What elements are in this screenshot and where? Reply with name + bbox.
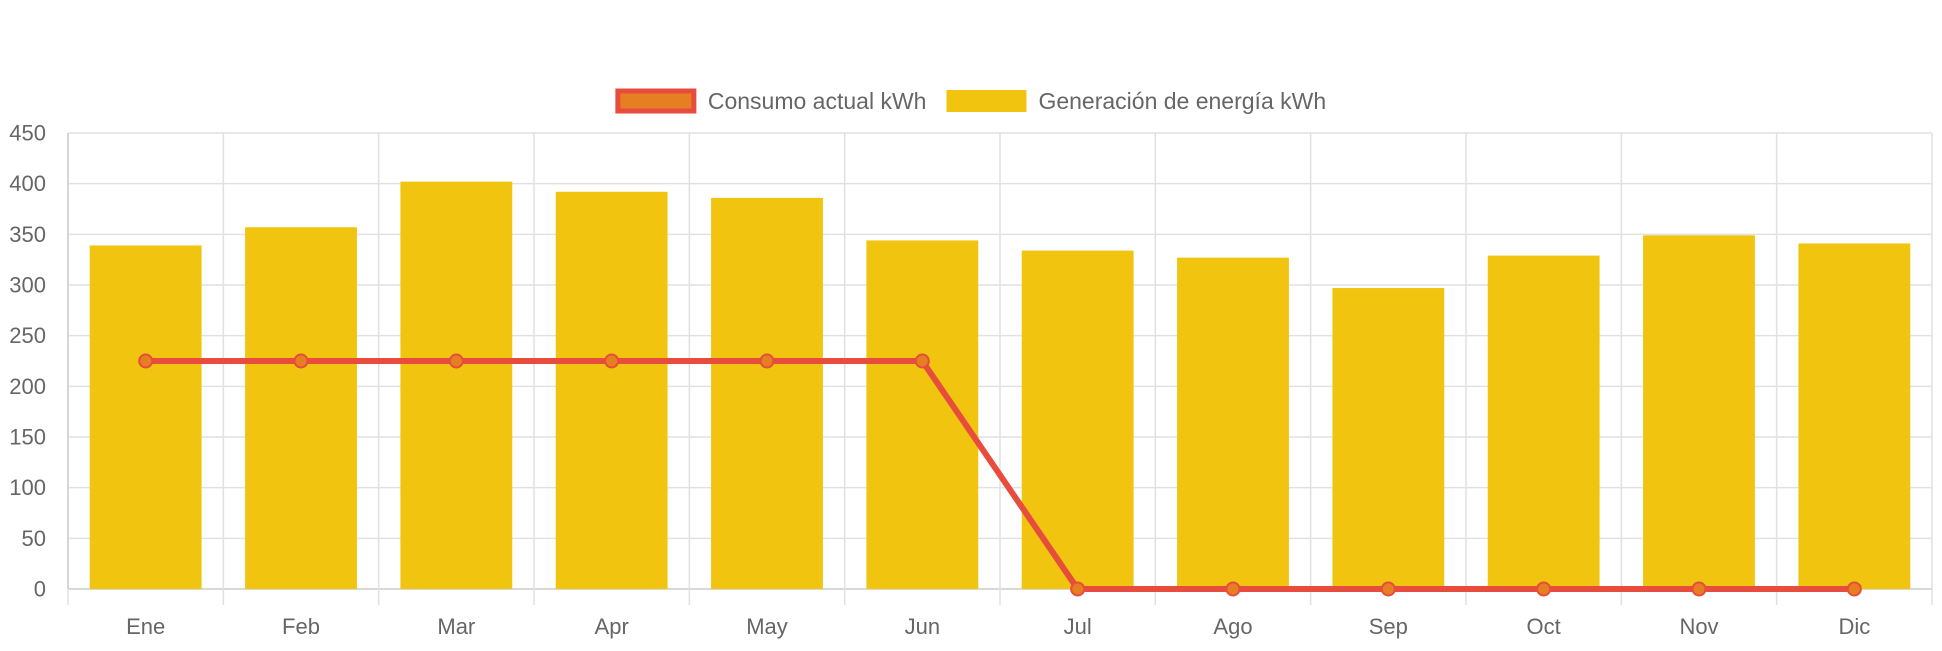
consumption-point-jun[interactable] bbox=[914, 353, 930, 369]
consumption-point-nov[interactable] bbox=[1691, 581, 1707, 597]
bar-ene[interactable] bbox=[89, 245, 202, 590]
y-tick-label: 450 bbox=[9, 121, 46, 146]
consumption-point-oct[interactable] bbox=[1536, 581, 1552, 597]
x-tick-label: Sep bbox=[1369, 614, 1408, 639]
legend-label: Consumo actual kWh bbox=[708, 88, 927, 114]
y-tick-label: 100 bbox=[9, 475, 46, 500]
consumption-point-sep[interactable] bbox=[1380, 581, 1396, 597]
x-tick-label: Feb bbox=[282, 614, 320, 639]
line-series bbox=[138, 353, 1862, 597]
y-tick-label: 150 bbox=[9, 425, 46, 450]
bar-may[interactable] bbox=[711, 197, 823, 589]
legend-item-consumo[interactable]: Consumo actual kWh bbox=[615, 88, 927, 114]
x-tick-label: Oct bbox=[1527, 614, 1561, 639]
y-tick-label: 50 bbox=[22, 526, 46, 551]
consumption-line bbox=[145, 358, 1855, 592]
x-tick-label: Mar bbox=[437, 614, 475, 639]
bar-apr[interactable] bbox=[555, 191, 668, 590]
y-tick-label: 400 bbox=[9, 171, 46, 196]
y-tick-label: 350 bbox=[9, 222, 46, 247]
x-tick-label: Apr bbox=[595, 614, 629, 639]
legend-swatch bbox=[946, 90, 1027, 112]
bar-jul[interactable] bbox=[1021, 250, 1134, 589]
bar-dic[interactable] bbox=[1798, 243, 1911, 589]
legend-swatch bbox=[615, 88, 697, 114]
y-tick-label: 200 bbox=[9, 374, 46, 399]
legend-label: Generación de energía kWh bbox=[1038, 88, 1326, 114]
bar-series bbox=[89, 181, 1911, 590]
consumption-point-feb[interactable] bbox=[293, 353, 309, 369]
legend[interactable]: Consumo actual kWh Generación de energía … bbox=[615, 88, 1326, 114]
y-tick-label: 300 bbox=[9, 273, 46, 298]
consumption-point-ago[interactable] bbox=[1225, 581, 1241, 597]
axes: 0 50 100 150 200 250 300 350 400 450 Ene Feb Mar Apr M… bbox=[9, 121, 1870, 640]
consumption-point-may[interactable] bbox=[759, 353, 775, 369]
consumption-point-mar[interactable] bbox=[448, 353, 464, 369]
bar-oct[interactable] bbox=[1487, 255, 1600, 589]
bar-mar[interactable] bbox=[400, 181, 513, 589]
consumption-point-jul[interactable] bbox=[1070, 581, 1086, 597]
y-tick-label: 250 bbox=[9, 323, 46, 348]
bar-ago[interactable] bbox=[1177, 257, 1289, 589]
legend-item-generacion[interactable]: Generación de energía kWh bbox=[946, 88, 1326, 114]
x-tick-label: Dic bbox=[1838, 614, 1870, 639]
x-tick-label: Ene bbox=[126, 614, 165, 639]
x-tick-label: Jul bbox=[1064, 614, 1092, 639]
bar-feb[interactable] bbox=[245, 227, 357, 590]
x-tick-label: Ago bbox=[1213, 614, 1252, 639]
x-tick-label: Jun bbox=[905, 614, 940, 639]
y-tick-label: 0 bbox=[34, 577, 46, 602]
x-tick-label: Nov bbox=[1679, 614, 1718, 639]
consumption-point-dic[interactable] bbox=[1846, 581, 1862, 597]
bar-sep[interactable] bbox=[1332, 288, 1445, 589]
consumption-point-ene[interactable] bbox=[138, 353, 154, 369]
grid bbox=[67, 132, 1933, 605]
bar-nov[interactable] bbox=[1643, 235, 1755, 589]
consumption-point-apr[interactable] bbox=[604, 353, 620, 369]
x-tick-label: May bbox=[746, 614, 788, 639]
